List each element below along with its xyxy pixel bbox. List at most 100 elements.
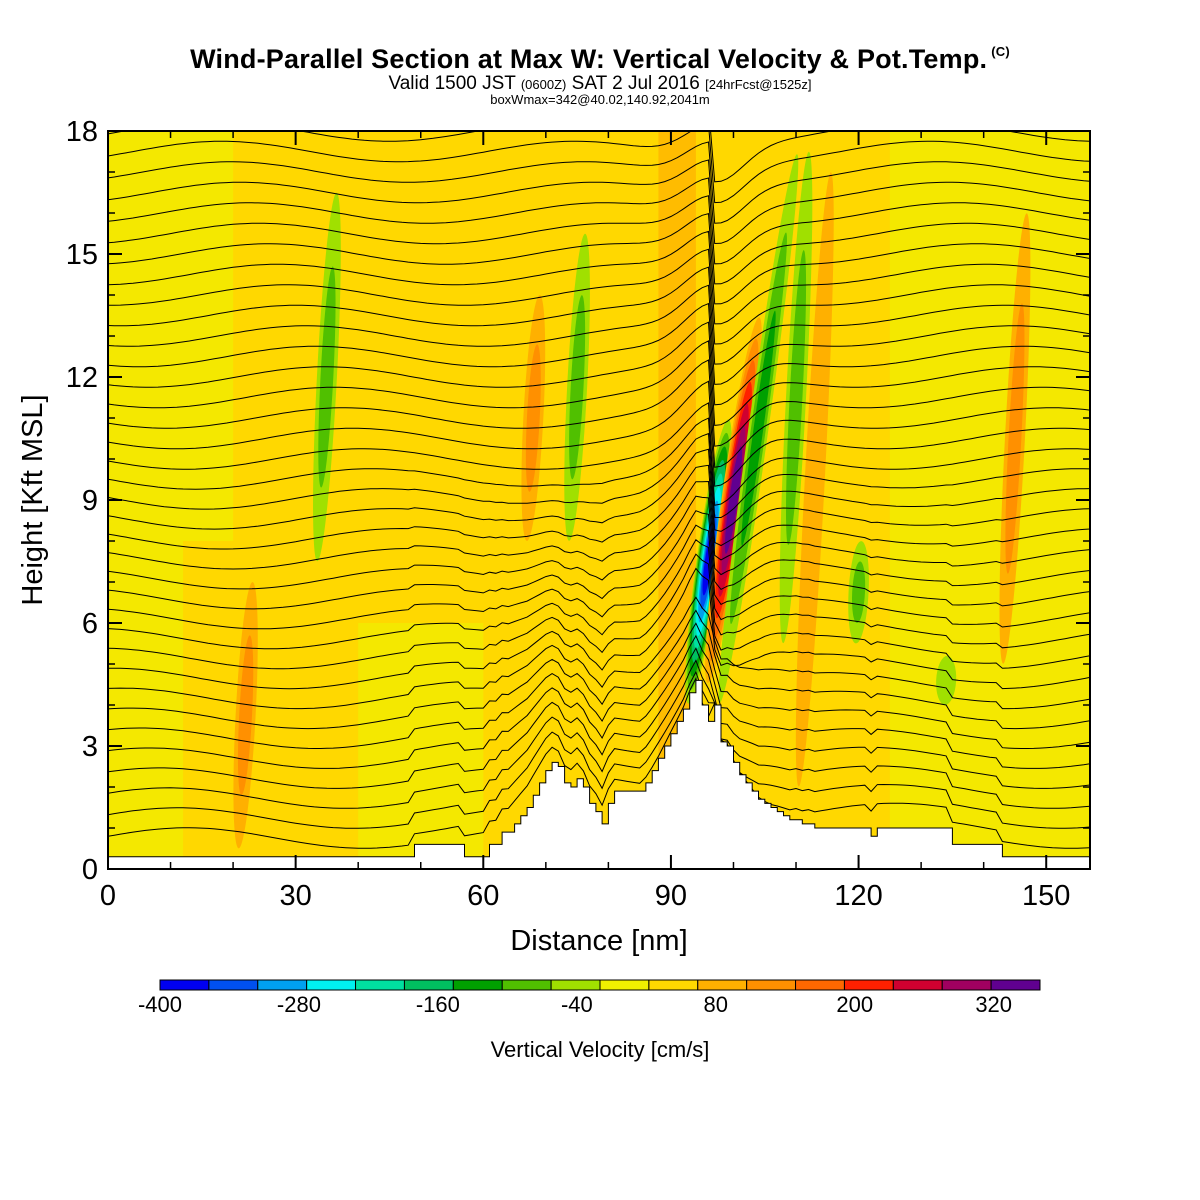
terrain-profile [108,679,1090,869]
theta-isoline-5 [108,622,1090,749]
colorbar-swatch-13 [795,979,845,991]
colorbar-swatch-1 [208,979,259,991]
chart-title: Wind-Parallel Section at Max W: Vertical… [0,44,1200,75]
w-feature-4-level-1 [569,295,586,480]
theta-isoline-0 [108,676,1090,849]
colorbar-swatch-16 [941,979,992,991]
subtitle-date: SAT 2 Jul 2016 [571,73,700,94]
w-feature-9-level-1 [525,344,541,492]
w-feature-6-level-1 [851,561,866,623]
theta-isoline-22 [108,340,1090,447]
colorbar-tick-label-0: -400 [138,992,182,1017]
theta-isoline-18 [108,417,1090,519]
theta-isoline-30 [108,195,1090,285]
y-tick-label-3: 3 [82,731,98,763]
y-tick-label-18: 18 [66,116,98,148]
theta-isoline-31 [108,177,1090,265]
y-tick-label-12: 12 [66,362,98,394]
colorbar-swatch-4 [355,979,405,991]
y-tick-label-9: 9 [82,485,98,517]
theta-isoline-27 [108,248,1090,345]
colorbar-tick-label-5: 200 [836,992,873,1017]
theta-isoline-8 [108,567,1090,690]
x-tick-label-90: 90 [655,880,687,912]
axis-ticks: 0 30 60 90 120 150 0 3 6 9 12 15 18 [66,116,1090,912]
w-feature-2-level-2 [741,310,776,546]
colorbar-tick-label-6: 320 [975,992,1012,1017]
y-axis-label: Height [Kft MSL] [17,394,49,605]
w-feature-3-level-1 [318,266,336,488]
colorbar-swatch-5 [403,979,454,991]
colorbar-swatch-3 [306,979,357,991]
w-band-2 [358,623,484,869]
colorbar-swatch-0 [159,979,210,991]
colorbar-swatch-10 [648,979,699,991]
w-band-1 [183,131,234,541]
theta-isoline-12 [108,510,1090,610]
subtitle-forecast: [24hrFcst@1525z] [705,77,812,92]
colorbar-swatch-2 [257,979,308,991]
colorbar-swatch-11 [697,979,748,991]
chart-box-info: boxWmax=342@40.02,140.92,2041m [490,92,710,107]
theta-isoline-2 [108,659,1090,809]
theta-isoline-9 [108,553,1090,670]
colorbar-swatch-9 [599,979,650,991]
x-tick-label-60: 60 [467,880,499,912]
colorbar-tick-label-2: -160 [416,992,460,1017]
theta-isoline-20 [108,380,1090,487]
theta-isoline-34 [108,131,1090,204]
theta-isoline-14 [108,480,1090,576]
chart-title-mark: (C) [991,44,1010,59]
y-tick-label-15: 15 [66,239,98,271]
vertical-velocity-field [108,131,1090,869]
subtitle-utc: (0600Z) [520,77,567,92]
theta-isoline-6 [108,609,1090,730]
y-tick-label-6: 6 [82,608,98,640]
theta-isoline-23 [108,321,1090,426]
colorbar-tick-label-4: 80 [704,992,728,1017]
w-feature-10-level-1 [1005,303,1025,574]
theta-isoline-32 [108,159,1090,245]
theta-isoline-10 [108,539,1090,650]
theta-isoline-16 [108,448,1090,547]
terrain-mask [108,679,1090,869]
theta-isoline-7 [108,596,1090,710]
colorbar-swatch-8 [550,979,601,991]
theta-isoline-19 [108,402,1090,506]
theta-isoline-29 [108,212,1090,305]
colorbar-tick-label-1: -280 [277,992,321,1017]
colorbar-label: Vertical Velocity [cm/s] [491,1037,710,1062]
x-tick-label-0: 0 [100,880,116,912]
subtitle-valid: Valid 1500 JST [388,73,516,94]
theta-isoline-17 [108,432,1090,532]
theta-isoline-24 [108,302,1090,406]
colorbar: -400 -280 -160 -40 80 200 320 [138,979,1041,1017]
theta-isoline-28 [108,230,1090,325]
colorbar-swatch-15 [892,979,943,991]
w-feature-8-level-1 [237,635,254,796]
w-feature-1-level-7 [728,467,739,533]
colorbar-swatch-12 [746,979,797,991]
chart-subtitle: Valid 1500 JST (0600Z) SAT 2 Jul 2016 [2… [0,74,1200,95]
theta-isoline-26 [108,266,1090,365]
theta-isoline-13 [108,495,1090,591]
theta-isoline-21 [108,359,1090,468]
theta-isoline-11 [108,524,1090,630]
theta-isoline-1 [108,670,1090,829]
x-axis-label: Distance [nm] [510,925,687,957]
theta-isoline-3 [108,647,1090,789]
colorbar-swatch-17 [990,979,1041,991]
colorbar-swatch-14 [843,979,894,991]
colorbar-swatch-7 [501,979,552,991]
theta-isoline-25 [108,284,1090,385]
theta-isoline-33 [108,141,1090,224]
x-tick-label-30: 30 [280,880,312,912]
colorbar-swatch-6 [452,979,503,991]
y-tick-label-0: 0 [82,854,98,886]
potential-temperature-contours [108,131,1090,849]
colorbar-tick-label-3: -40 [561,992,593,1017]
theta-isoline-4 [108,634,1090,769]
x-tick-label-120: 120 [834,880,882,912]
w-feature-5-level-1 [785,250,807,545]
